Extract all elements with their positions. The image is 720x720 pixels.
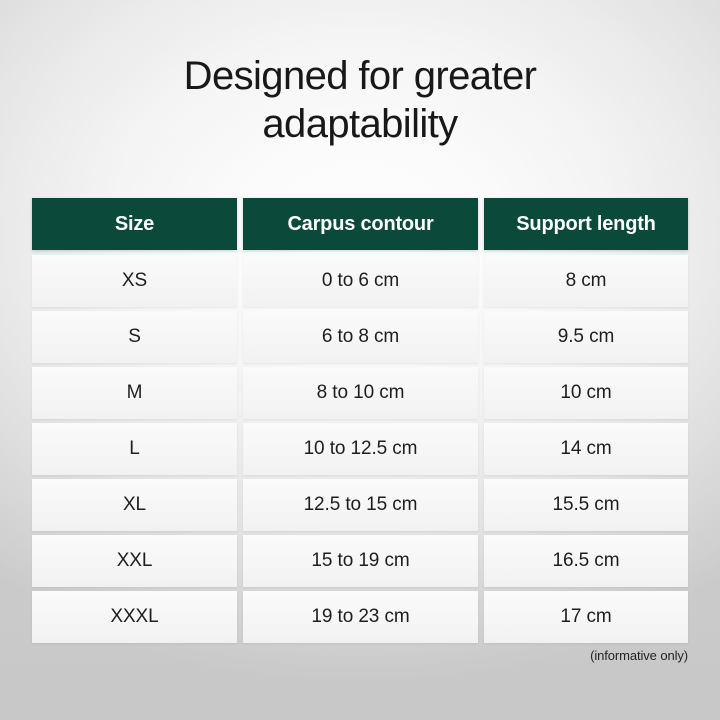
- cell-contour: 19 to 23 cm: [243, 591, 478, 643]
- cell-size: XXXL: [32, 591, 237, 643]
- cell-contour: 6 to 8 cm: [243, 311, 478, 363]
- table-row: XXL 15 to 19 cm 16.5 cm: [32, 535, 688, 587]
- cell-contour: 8 to 10 cm: [243, 367, 478, 419]
- cell-length: 17 cm: [484, 591, 688, 643]
- size-chart-table: Size Carpus contour Support length XS 0 …: [32, 198, 688, 647]
- table-row: M 8 to 10 cm 10 cm: [32, 367, 688, 419]
- page-title-line-2: adaptability: [262, 102, 458, 146]
- table-row: L 10 to 12.5 cm 14 cm: [32, 423, 688, 475]
- page-title-line-1: Designed for greater: [183, 54, 537, 98]
- cell-contour: 0 to 6 cm: [243, 255, 478, 307]
- column-header-support-length: Support length: [484, 198, 688, 250]
- cell-size: XXL: [32, 535, 237, 587]
- cell-length: 16.5 cm: [484, 535, 688, 587]
- cell-length: 10 cm: [484, 367, 688, 419]
- cell-contour: 15 to 19 cm: [243, 535, 478, 587]
- cell-length: 8 cm: [484, 255, 688, 307]
- cell-size: XL: [32, 479, 237, 531]
- cell-contour: 12.5 to 15 cm: [243, 479, 478, 531]
- cell-size: S: [32, 311, 237, 363]
- cell-size: M: [32, 367, 237, 419]
- table-row: S 6 to 8 cm 9.5 cm: [32, 311, 688, 363]
- cell-length: 15.5 cm: [484, 479, 688, 531]
- cell-size: L: [32, 423, 237, 475]
- table-row: XS 0 to 6 cm 8 cm: [32, 255, 688, 307]
- cell-size: XS: [32, 255, 237, 307]
- cell-length: 14 cm: [484, 423, 688, 475]
- page-title: Designed for greater adaptability: [0, 52, 720, 148]
- cell-contour: 10 to 12.5 cm: [243, 423, 478, 475]
- cell-length: 9.5 cm: [484, 311, 688, 363]
- table-row: XXXL 19 to 23 cm 17 cm: [32, 591, 688, 643]
- table-header-row: Size Carpus contour Support length: [32, 198, 688, 250]
- column-header-size: Size: [32, 198, 237, 250]
- table-row: XL 12.5 to 15 cm 15.5 cm: [32, 479, 688, 531]
- table-footnote: (informative only): [590, 648, 688, 663]
- column-header-carpus-contour: Carpus contour: [243, 198, 478, 250]
